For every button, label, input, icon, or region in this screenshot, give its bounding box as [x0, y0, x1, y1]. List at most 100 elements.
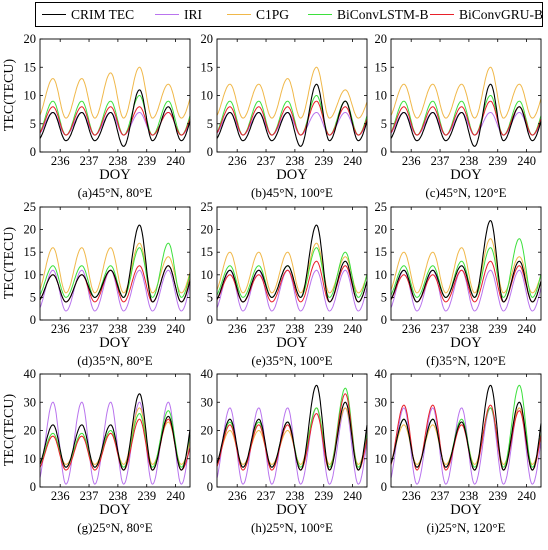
x-tick-label: 236 — [228, 154, 247, 168]
series-line-crim-tec — [216, 384, 368, 471]
y-tick-label: 15 — [375, 60, 388, 74]
y-tick-label: 0 — [381, 480, 387, 494]
panel-caption: (d)35°N, 80°E — [77, 353, 153, 368]
panel-caption: (a)45°N, 80°E — [77, 185, 153, 200]
legend-swatch — [42, 14, 66, 15]
y-tick-label: 5 — [381, 290, 387, 304]
x-tick-label: 237 — [80, 489, 99, 503]
y-tick-label: 10 — [201, 268, 214, 282]
x-tick-label: 240 — [166, 489, 185, 503]
y-tick-label: 20 — [24, 223, 37, 237]
y-tick-label: 10 — [201, 89, 214, 103]
y-tick-label: 10 — [24, 268, 37, 282]
legend-swatch — [430, 14, 454, 15]
x-axis-label: DOY — [276, 167, 308, 183]
x-tick-label: 239 — [488, 489, 507, 503]
panel-caption: (e)35°N, 100°E — [251, 353, 333, 368]
x-tick-label: 238 — [109, 322, 128, 336]
x-tick-label: 238 — [109, 489, 128, 503]
x-tick-label: 238 — [286, 154, 305, 168]
series-line-iri — [390, 407, 542, 485]
legend-item-iri: IRI — [155, 3, 202, 26]
series-line-biconvgru-b — [216, 100, 368, 136]
legend-item-c1pg: C1PG — [227, 3, 289, 26]
legend-label: IRI — [184, 6, 202, 22]
series-line-iri — [390, 269, 542, 312]
y-tick-label: 40 — [24, 367, 37, 381]
x-tick-label: 236 — [51, 154, 70, 168]
y-tick-label: 15 — [201, 60, 214, 74]
y-tick-label: 40 — [201, 367, 214, 381]
plot-frame — [390, 206, 542, 321]
x-tick-label: 239 — [137, 154, 156, 168]
series-line-iri — [216, 269, 368, 312]
y-tick-label: 5 — [30, 290, 36, 304]
series-line-c1pg — [39, 242, 191, 294]
series-line-c1pg — [390, 66, 542, 119]
x-axis-label: DOY — [450, 167, 482, 183]
y-tick-label: 0 — [30, 145, 36, 159]
x-tick-label: 236 — [402, 489, 421, 503]
y-tick-label: 10 — [375, 268, 388, 282]
x-axis-label: DOY — [450, 335, 482, 351]
y-tick-label: 20 — [201, 32, 214, 46]
x-tick-label: 236 — [228, 322, 247, 336]
x-tick-label: 239 — [137, 489, 156, 503]
legend-label: BiConvGRU-B — [459, 6, 544, 22]
x-tick-label: 237 — [80, 154, 99, 168]
y-tick-label: 20 — [201, 424, 214, 438]
x-tick-label: 239 — [314, 489, 333, 503]
panel-caption: (b)45°N, 100°E — [251, 185, 333, 200]
panel-caption: (i)25°N, 120°E — [426, 520, 506, 535]
y-tick-label: 20 — [201, 223, 214, 237]
series-line-biconvgru-b — [39, 418, 191, 471]
x-tick-label: 237 — [431, 322, 450, 336]
y-tick-label: 25 — [24, 200, 37, 214]
x-tick-label: 240 — [166, 322, 185, 336]
plot-frame — [216, 206, 368, 321]
y-tick-label: 20 — [375, 32, 388, 46]
x-tick-label: 237 — [431, 489, 450, 503]
x-tick-label: 238 — [460, 154, 479, 168]
x-axis-label: DOY — [99, 335, 131, 351]
y-tick-label: 5 — [30, 117, 36, 131]
series-line-biconvgru-b — [39, 106, 191, 136]
y-tick-label: 30 — [375, 395, 388, 409]
series-line-c1pg — [216, 407, 368, 465]
legend-item-biconvlstm-b: BiConvLSTM-B — [308, 3, 429, 26]
series-line-crim-tec — [216, 224, 368, 303]
legend-swatch — [308, 14, 332, 15]
series-line-biconvlstm-b — [39, 242, 191, 298]
y-tick-label: 15 — [201, 245, 214, 259]
legend-item-crim-tec: CRIM TEC — [42, 3, 134, 26]
series-line-crim-tec — [39, 393, 191, 471]
y-tick-label: 0 — [207, 145, 213, 159]
series-line-crim-tec — [39, 89, 191, 147]
x-tick-label: 237 — [257, 322, 276, 336]
series-line-c1pg — [39, 66, 191, 119]
legend-label: CRIM TEC — [71, 6, 135, 22]
x-tick-label: 238 — [460, 489, 479, 503]
x-tick-label: 238 — [460, 322, 479, 336]
y-tick-label: 40 — [375, 367, 388, 381]
legend: CRIM TEC IRI C1PG BiConvLSTM-B BiConvGRU… — [35, 2, 543, 27]
x-tick-label: 236 — [51, 489, 70, 503]
series-line-iri — [39, 401, 191, 485]
x-tick-label: 240 — [166, 154, 185, 168]
y-tick-label: 10 — [24, 452, 37, 466]
x-tick-label: 236 — [51, 322, 70, 336]
y-tick-label: 15 — [375, 245, 388, 259]
x-tick-label: 240 — [343, 154, 362, 168]
x-axis-label: DOY — [99, 167, 131, 183]
x-tick-label: 240 — [517, 322, 536, 336]
x-axis-label: DOY — [276, 335, 308, 351]
x-axis-label: DOY — [276, 502, 308, 518]
x-tick-label: 239 — [137, 322, 156, 336]
x-tick-label: 240 — [343, 489, 362, 503]
y-tick-label: 20 — [24, 32, 37, 46]
x-tick-label: 240 — [517, 154, 536, 168]
